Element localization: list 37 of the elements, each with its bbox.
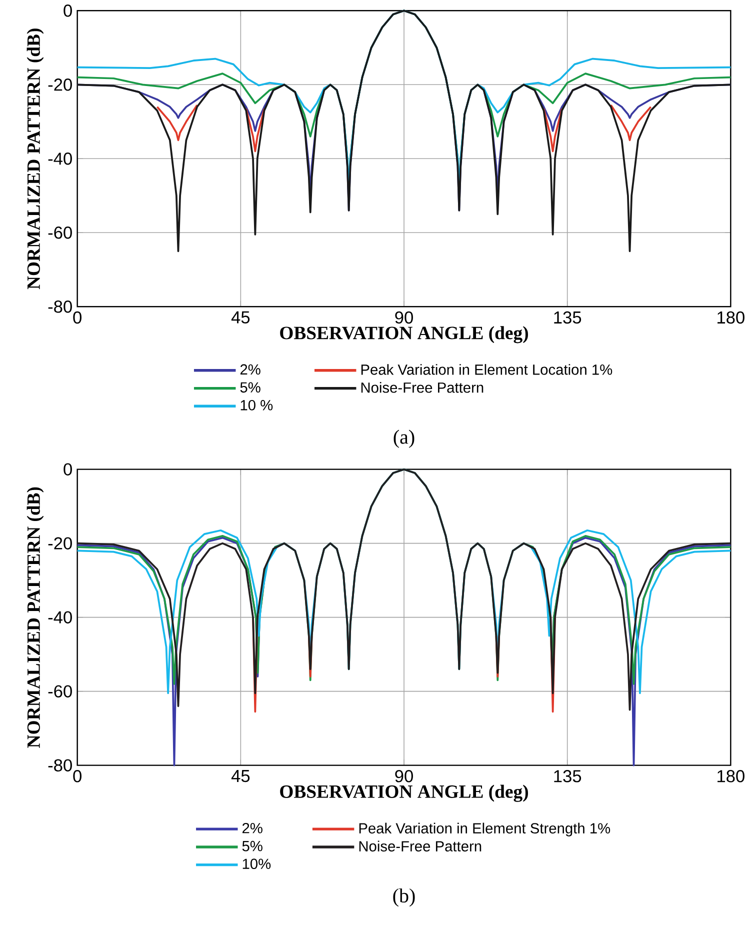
y-tick-label: 0 [64, 463, 72, 476]
y-tick-label: -80 [48, 300, 72, 313]
legend-label: 2% [242, 822, 262, 834]
x-tick-label: 135 [554, 770, 582, 782]
legend-label: 2% [240, 364, 260, 375]
y-axis-title: NORMALIZED PATTERN (dB) [26, 487, 44, 748]
x-tick-label: 0 [73, 770, 82, 782]
y-axis-title: NORMALIZED PATTERN (dB) [26, 28, 44, 290]
text: (b) [393, 888, 415, 907]
legend-label: Peak Variation in Element Location 1% [361, 364, 612, 375]
x-tick-label: 90 [395, 770, 413, 782]
x-tick-label: 45 [231, 311, 250, 324]
y-tick-label: -80 [48, 759, 72, 772]
x-axis-title: OBSERVATION ANGLE (deg) [280, 326, 528, 344]
y-tick-label: -40 [48, 611, 72, 624]
legend-label: Noise-Free Pattern [361, 382, 484, 393]
x-tick-label: 0 [73, 311, 82, 324]
y-tick-label: -60 [48, 685, 72, 698]
legend-label: 10 % [240, 400, 273, 410]
y-tick-label: -60 [48, 226, 72, 239]
legend-label: 5% [240, 382, 260, 393]
x-tick-label: 135 [554, 311, 582, 324]
legend-label: Peak Variation in Element Strength 1% [359, 822, 610, 836]
x-tick-label: 90 [395, 311, 413, 324]
y-tick-label: -20 [48, 537, 72, 550]
legend-label: 5% [242, 840, 262, 852]
line-series [76, 10, 732, 252]
x-tick-label: 180 [718, 311, 744, 324]
y-tick-label: -20 [48, 78, 72, 91]
x-tick-label: 45 [231, 770, 250, 782]
y-tick-label: 0 [64, 4, 72, 17]
legend-label: 10% [242, 858, 271, 870]
x-axis-title: OBSERVATION ANGLE (deg) [280, 784, 528, 802]
y-tick-label: -40 [48, 152, 72, 165]
x-tick-label: 180 [718, 770, 744, 782]
legend-label: Noise-Free Pattern [359, 840, 482, 852]
text: (a) [394, 430, 414, 448]
